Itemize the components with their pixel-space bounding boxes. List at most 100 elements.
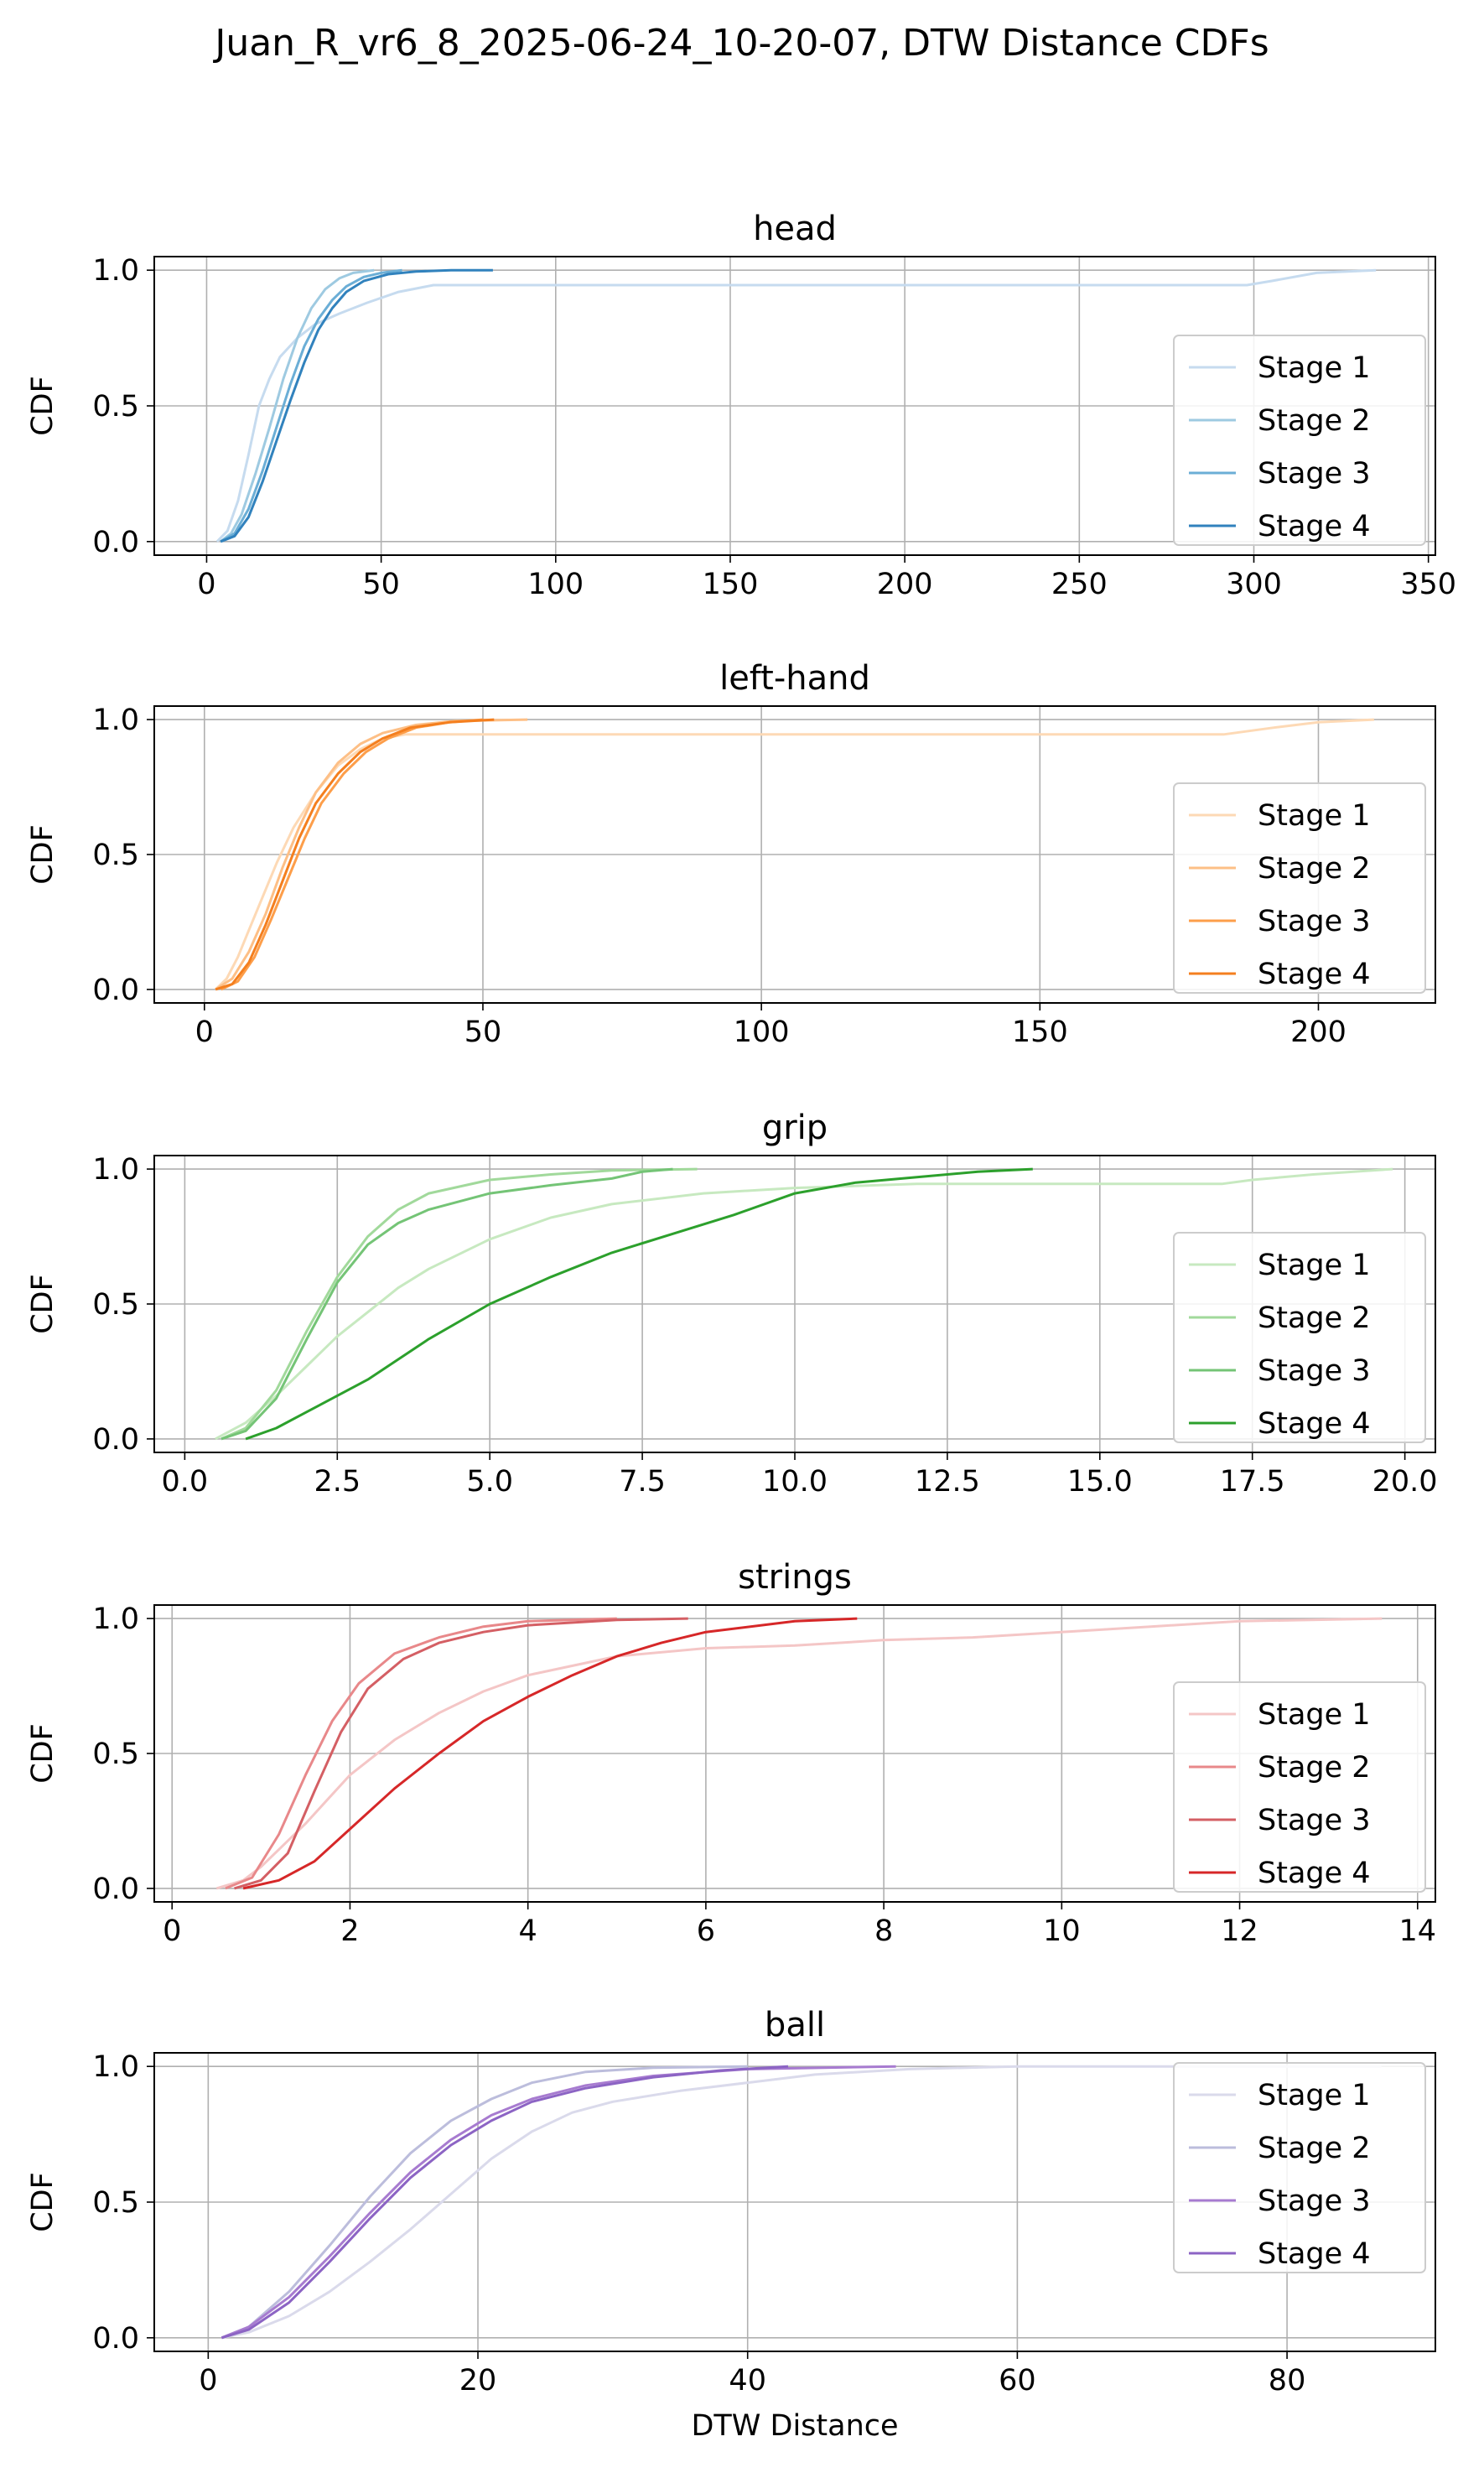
x-tick-label: 150 [703,568,759,601]
x-tick-label: 17.5 [1220,1465,1285,1499]
x-tick-label: 0.0 [162,1465,209,1499]
x-tick-label: 100 [527,568,584,601]
figure-title: Juan_R_vr6_8_2025-06-24_10-20-07, DTW Di… [215,22,1269,65]
y-tick-label: 1.0 [92,254,139,288]
x-tick-label: 7.5 [619,1465,666,1499]
legend-entry-label: Stage 4 [1258,2237,1371,2271]
legend-entry-label: Stage 3 [1258,2184,1371,2218]
series-line-stage-2 [221,2065,748,2340]
y-axis-label: CDF [26,1274,60,1334]
series-line-stage-1 [215,268,1377,543]
y-axis-label: CDF [26,1723,60,1784]
subplot-title: ball [765,2006,825,2044]
series-line-stage-1 [215,718,1374,990]
x-tick-label: 60 [999,2364,1036,2397]
y-tick-label: 1.0 [92,704,139,737]
subplot-title: grip [762,1109,828,1147]
legend-box [1173,2062,1426,2273]
legend-entry-label: Stage 3 [1258,905,1371,938]
y-tick-label: 0.0 [92,526,139,559]
x-tick-label: 200 [877,568,933,601]
x-tick-label: 2.5 [314,1465,361,1499]
legend-entry-label: Stage 1 [1258,2079,1371,2112]
x-tick-label: 50 [464,1016,502,1049]
series-line-stage-3 [234,1617,688,1890]
x-tick-label: 50 [362,568,400,601]
series-line-stage-4 [245,1167,1033,1441]
legend-entry-label: Stage 2 [1258,1301,1371,1335]
legend: Stage 1 Stage 2 Stage 3 Stage 4 [1173,335,1426,546]
y-tick-label: 1.0 [92,1153,139,1187]
series-line-stage-4 [215,718,495,991]
x-tick-label: 0 [199,2364,217,2397]
subplot-0: 0 50 100 150 200 250 300 350 0.0 0.5 1.0 head CDF Sta… [26,210,1456,601]
series-line-stage-1 [215,1167,1393,1441]
series-line-stage-3 [221,2065,896,2340]
legend-entry-label: Stage 2 [1258,404,1371,438]
series-line-stage-4 [242,1617,858,1890]
y-tick-label: 0.5 [92,1738,139,1771]
x-tick-label: 0 [197,568,215,601]
legend-entry-label: Stage 1 [1258,1249,1371,1282]
x-tick-label: 10.0 [762,1465,828,1499]
series-line-stage-1 [221,2065,1382,2340]
x-tick-label: 100 [734,1016,790,1049]
x-tick-label: 80 [1269,2364,1306,2397]
legend-box [1173,782,1426,994]
series-line-stage-2 [215,718,528,991]
legend-entry-label: Stage 2 [1258,1751,1371,1784]
x-tick-label: 10 [1043,1914,1081,1948]
series-line-stage-2 [220,268,375,543]
x-tick-label: 20 [459,2364,497,2397]
y-tick-label: 1.0 [92,2050,139,2084]
legend-entry-label: Stage 4 [1258,958,1371,991]
legend-entry-label: Stage 1 [1258,351,1371,385]
y-tick-label: 0.5 [92,390,139,423]
legend: Stage 1 Stage 2 Stage 3 Stage 4 [1173,1681,1426,1893]
y-axis-label: CDF [26,2172,60,2232]
legend-entry-label: Stage 1 [1258,799,1371,833]
legend: Stage 1 Stage 2 Stage 3 Stage 4 [1173,782,1426,994]
series-line-stage-4 [220,268,493,543]
legend-box [1173,1232,1426,1443]
x-tick-label: 40 [729,2364,766,2397]
subplot-2: 0.0 2.5 5.0 7.5 10.0 12.5 15.0 17.5 20.0 0.0 0.5 1.… [26,1109,1438,1499]
y-tick-label: 0.5 [92,2186,139,2220]
subplot-title: head [753,210,837,248]
x-tick-label: 0 [163,1914,181,1948]
x-tick-label: 14 [1399,1914,1437,1948]
y-tick-label: 0.0 [92,1873,139,1906]
x-tick-label: 300 [1226,568,1282,601]
x-tick-label: 12.5 [915,1465,980,1499]
legend-entry-label: Stage 3 [1258,1354,1371,1388]
x-tick-label: 350 [1400,568,1456,601]
x-tick-label: 200 [1290,1016,1346,1049]
x-tick-label: 150 [1012,1016,1068,1049]
legend-entry-label: Stage 3 [1258,1804,1371,1837]
x-tick-label: 8 [874,1914,893,1948]
x-tick-label: 2 [340,1914,359,1948]
series-line-stage-2 [225,1617,617,1890]
subplot-1: 0 50 100 150 200 0.0 0.5 1.0 left-hand CDF Stage 1… [26,659,1436,1049]
subplot-title: strings [738,1558,852,1597]
series-line-stage-3 [221,1167,673,1441]
y-tick-label: 0.0 [92,2322,139,2356]
legend-entry-label: Stage 2 [1258,852,1371,886]
y-tick-label: 0.5 [92,1288,139,1322]
series-line-stage-3 [220,268,402,543]
x-tick-label: 15.0 [1067,1465,1133,1499]
legend-entry-label: Stage 4 [1258,1407,1371,1441]
x-tick-label: 6 [697,1914,715,1948]
legend-entry-label: Stage 3 [1258,457,1371,491]
legend-entry-label: Stage 2 [1258,2132,1371,2165]
x-tick-label: 4 [519,1914,537,1948]
y-axis-label: CDF [26,824,60,885]
legend: Stage 1 Stage 2 Stage 3 Stage 4 [1173,2062,1426,2273]
legend-box [1173,1681,1426,1893]
legend-entry-label: Stage 4 [1258,510,1371,543]
series-line-stage-4 [221,2065,789,2340]
x-tick-label: 12 [1221,1914,1258,1948]
y-tick-label: 0.5 [92,839,139,872]
y-tick-label: 1.0 [92,1603,139,1636]
